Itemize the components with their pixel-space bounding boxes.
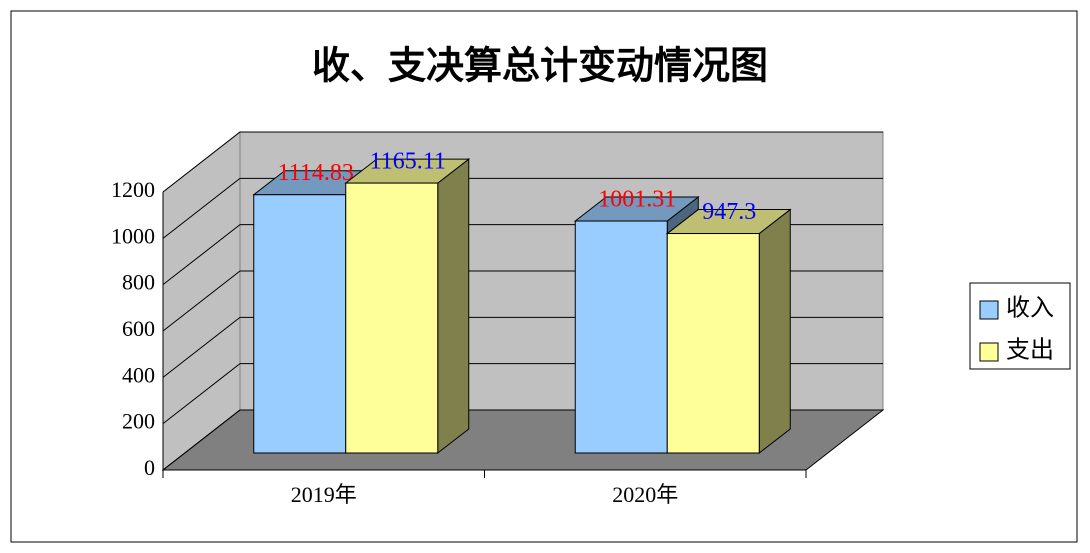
- y-tick-label: 200: [122, 409, 155, 434]
- y-tick-label: 1000: [111, 223, 155, 248]
- legend-label: 支出: [1006, 337, 1054, 364]
- grid-line: [162, 131, 883, 193]
- y-tick-label: 400: [122, 362, 155, 387]
- bar: [574, 220, 668, 454]
- y-tick-label: 1200: [111, 177, 155, 202]
- value-label: 947.3: [702, 199, 756, 225]
- y-tick-label: 800: [122, 270, 155, 295]
- y-tick-label: 0: [144, 455, 155, 480]
- value-label: 1114.83: [278, 160, 354, 186]
- legend-label: 收入: [1006, 295, 1054, 322]
- bar: [666, 233, 760, 454]
- bar: [253, 194, 347, 454]
- value-label: 1001.31: [598, 187, 676, 213]
- legend-swatch: [979, 342, 999, 362]
- bar-side: [437, 158, 470, 455]
- x-tick-label: 2020年: [612, 482, 678, 507]
- y-tick-label: 600: [122, 316, 155, 341]
- legend-swatch: [979, 300, 999, 320]
- x-tick-label: 2019年: [291, 482, 357, 507]
- chart-title: 收、支决算总计变动情况图: [312, 46, 768, 88]
- bar: [345, 182, 439, 454]
- bar-side: [758, 208, 791, 455]
- grid-line: [162, 177, 883, 239]
- value-label: 1165.11: [370, 149, 446, 175]
